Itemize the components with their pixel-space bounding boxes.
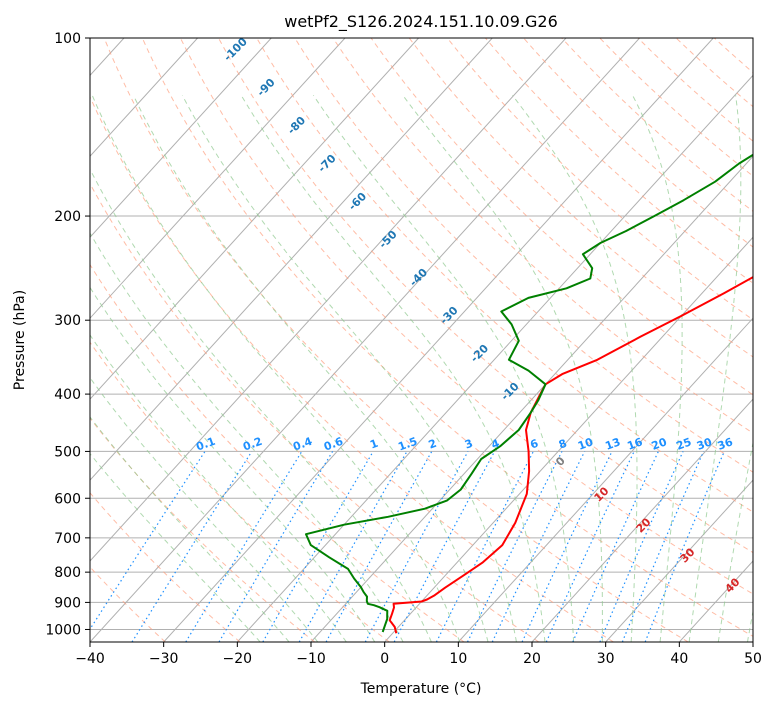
y-axis-label: Pressure (hPa) (12, 290, 28, 390)
x-tick-label: 40 (670, 651, 688, 667)
y-tick-label: 700 (54, 531, 81, 547)
y-tick-label: 300 (54, 313, 81, 329)
y-tick-label: 100 (54, 31, 81, 47)
chart-title: wetPf2_S126.2024.151.10.09.G26 (284, 12, 558, 32)
x-tick-label: −10 (296, 651, 326, 667)
x-tick-label: 50 (744, 651, 762, 667)
y-tick-label: 200 (54, 209, 81, 225)
x-tick-label: 10 (449, 651, 467, 667)
x-tick-label: 20 (523, 651, 541, 667)
y-tick-label: 600 (54, 491, 81, 507)
y-tick-label: 800 (54, 565, 81, 581)
x-tick-label: −40 (75, 651, 105, 667)
y-tick-label: 500 (54, 444, 81, 460)
x-tick-label: 0 (380, 651, 389, 667)
y-tick-label: 400 (54, 387, 81, 403)
x-axis-label: Temperature (°C) (360, 681, 482, 697)
x-tick-label: −20 (223, 651, 253, 667)
y-tick-label: 1000 (45, 622, 81, 638)
y-tick-label: 900 (54, 595, 81, 611)
x-tick-label: −30 (149, 651, 179, 667)
x-tick-label: 30 (597, 651, 615, 667)
